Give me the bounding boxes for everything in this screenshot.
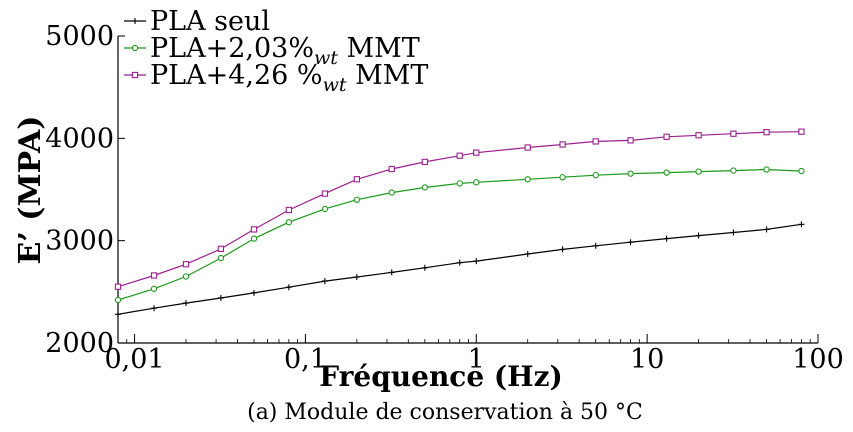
data-point [321,205,329,213]
y-tick-label: 4000 [45,123,114,154]
data-point [182,273,190,280]
data-point [421,158,428,166]
data-point [730,167,737,174]
data-point [763,129,770,136]
data-point [627,170,634,177]
legend-label-tail: MMT [338,33,420,64]
data-point [763,226,770,233]
axes-layer: 2000 3000 4000 5000 0,01 0,1 1 10 100 [45,21,843,375]
data-point [285,219,293,226]
legend-label-main: PLA+2,03% [150,33,314,64]
data-point [730,130,737,137]
data-point [627,239,634,246]
data-point [150,272,158,279]
figure-caption: (a) Module de conservation à 50 °C [247,400,643,425]
legend-label-1: PLA seul [150,6,270,37]
data-point [627,137,634,144]
legend-label-2: PLA+2,03%wt MMT [150,33,420,69]
legend-label-subscript: wt [323,74,347,96]
data-point [114,296,122,304]
data-point [456,180,463,187]
data-point [663,133,670,140]
x-tick-label: 100 [792,344,844,375]
data-point [798,221,805,228]
data-point [559,246,566,253]
legend-label-main: PLA seul [150,6,270,37]
data-point [695,232,702,239]
data-point [421,264,428,271]
data-point [217,294,224,301]
data-point [182,300,189,307]
data-point [730,229,737,236]
data-point [388,189,395,196]
data-point [388,269,395,276]
x-tick-label: 0,01 [104,344,164,375]
x-tick-label: 1 [468,344,485,375]
data-point [115,311,121,318]
data-point [473,149,480,156]
data-point [285,206,293,214]
data-point [250,289,257,296]
data-point [592,172,599,179]
legend-label-tail: MMT [346,60,428,91]
data-point [798,128,805,135]
data-point [217,245,225,253]
data-point [473,179,480,186]
legend-label-3: PLA+4,26 %wt MMT [150,60,428,96]
data-point [592,242,599,249]
legend-label-main: PLA+4,26 % [150,60,323,91]
y-tick-label: 3000 [45,226,114,257]
data-point [524,176,531,183]
data-point [559,141,566,148]
data-point [524,144,531,151]
y-tick-label: 5000 [45,21,114,52]
data-point [321,190,329,197]
data-point [695,132,702,139]
data-point [421,184,428,191]
data-point [182,261,190,268]
data-point [456,152,463,159]
data-point [353,196,361,203]
data-point [663,169,670,176]
series-layer [114,128,805,318]
data-point [250,235,258,242]
y-tick-label: 2000 [45,328,114,359]
legend-marker-2 [131,44,139,52]
x-tick-label: 10 [630,344,664,375]
data-point [559,174,566,181]
data-point [353,176,361,183]
data-point [150,285,158,292]
legend-marker-3 [131,71,139,79]
data-point [114,283,122,290]
data-point [524,250,531,257]
legend-label-subscript: wt [314,47,338,69]
legend-marker-1 [132,18,138,24]
data-point [763,166,770,173]
data-point [321,278,328,285]
data-point [217,254,225,262]
y-axis-title: E’ (MPA) [13,115,48,264]
data-point [592,138,599,145]
x-axis-title: Fréquence (Hz) [319,360,563,393]
data-point [473,258,480,265]
data-point [250,226,258,233]
data-point [151,305,158,312]
data-point [695,168,702,175]
data-point [285,284,292,291]
x-tick-label: 0,1 [284,344,327,375]
data-point [798,167,805,175]
data-point [663,235,670,242]
data-point [353,273,360,280]
data-point [456,259,463,266]
data-point [388,165,395,173]
